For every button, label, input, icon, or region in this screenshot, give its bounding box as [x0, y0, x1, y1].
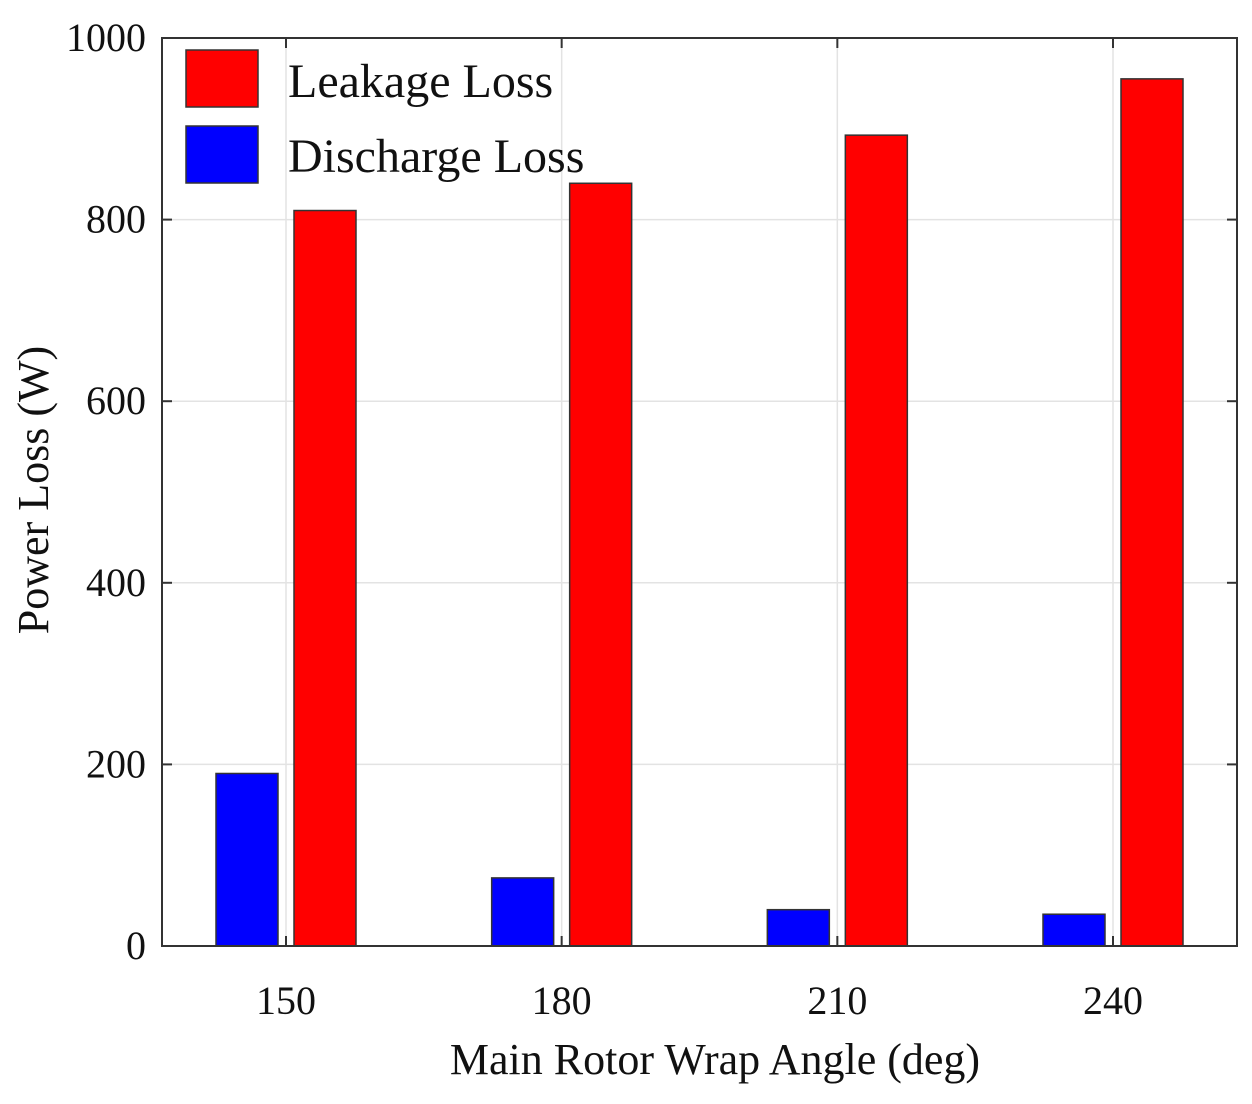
bar-discharge-180: [490, 877, 555, 947]
y-tick-label: 0: [126, 923, 146, 968]
bar-leakage-240: [1120, 78, 1184, 947]
bar-discharge-240: [1042, 913, 1106, 947]
x-tick-label: 150: [256, 978, 316, 1023]
bar-leakage-210: [844, 134, 909, 947]
bar-discharge-210: [766, 908, 831, 947]
x-axis-title: Main Rotor Wrap Angle (deg): [450, 1035, 980, 1084]
y-tick-label: 1000: [66, 15, 146, 60]
legend-swatch-leakage: [185, 49, 259, 108]
legend-label-leakage: Leakage Loss: [288, 55, 553, 108]
bar-leakage-180: [568, 182, 633, 947]
legend-swatch-discharge: [185, 125, 259, 184]
x-tick-label: 210: [807, 978, 867, 1023]
y-tick-label: 800: [86, 197, 146, 242]
y-tick-label: 600: [86, 378, 146, 423]
y-tick-label: 200: [86, 741, 146, 786]
x-tick-label: 240: [1083, 978, 1143, 1023]
x-tick-label: 180: [532, 978, 592, 1023]
y-axis-title: Power Loss (W): [9, 346, 58, 634]
bars: [215, 78, 1184, 947]
bar-discharge-150: [215, 772, 279, 947]
axis-ticks: [162, 37, 1237, 947]
y-tick-label: 400: [86, 560, 146, 605]
tick-labels: 0 200 400 600 800 1000 150 180 210 240: [66, 15, 1143, 1023]
bar-leakage-150: [293, 209, 357, 947]
legend: Leakage Loss Discharge Loss: [185, 49, 584, 184]
plot-frame: [161, 37, 1238, 947]
legend-label-discharge: Discharge Loss: [288, 130, 584, 183]
